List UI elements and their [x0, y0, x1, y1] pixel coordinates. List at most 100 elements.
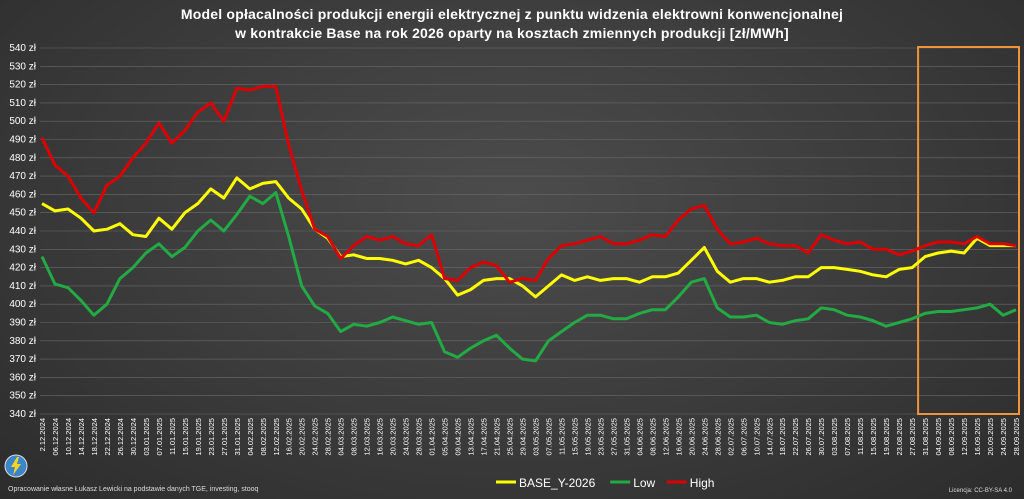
- x-tick-label: 16.09.2025: [973, 418, 982, 456]
- y-tick-label: 360 zł: [9, 372, 36, 383]
- x-tick-label: 27.08.2025: [908, 418, 917, 456]
- x-tick-label: 20.03.2025: [389, 418, 398, 456]
- series-line-high: [40, 84, 1017, 284]
- x-tick-label: 26.12.2024: [116, 418, 125, 456]
- x-tick-label: 20.09.2025: [986, 418, 995, 456]
- license-note: Licencja: CC-BY-SA 4.0: [948, 488, 1012, 494]
- x-tick-label: 08.02.2025: [259, 418, 268, 456]
- x-tick-label: 07.08.2025: [843, 418, 852, 456]
- y-tick-label: 520 zł: [9, 80, 36, 91]
- x-tick-label: 04.02.2025: [246, 418, 255, 456]
- x-tick-label: 04.03.2025: [337, 418, 346, 456]
- x-tick-label: 24.02.2025: [311, 418, 320, 456]
- y-tick-label: 400 zł: [9, 299, 36, 310]
- legend-label: Low: [633, 476, 655, 490]
- x-tick-label: 23.05.2025: [596, 418, 605, 456]
- x-tick-label: 10.12.2024: [64, 418, 73, 456]
- x-tick-label: 23.08.2025: [895, 418, 904, 456]
- x-tick-label: 31.08.2025: [921, 418, 930, 456]
- x-tick-label: 04.09.2025: [934, 418, 943, 456]
- x-tick-label: 03.01.2025: [142, 418, 151, 456]
- x-tick-label: 12.09.2025: [960, 418, 969, 456]
- x-tick-label: 11.01.2025: [168, 418, 177, 455]
- x-tick-label: 05.04.2025: [441, 418, 450, 456]
- x-tick-label: 01.04.2025: [428, 418, 437, 456]
- x-tick-label: 15.01.2025: [181, 418, 190, 456]
- x-tick-label: 22.12.2024: [103, 418, 112, 456]
- x-tick-label: 19.05.2025: [583, 418, 592, 456]
- x-tick-label: 18.07.2025: [778, 418, 787, 456]
- x-tick-label: 16.06.2025: [674, 418, 683, 456]
- y-tick-label: 410 zł: [9, 281, 36, 292]
- x-tick-label: 06.07.2025: [739, 418, 748, 456]
- series-line-base-y-2026: [41, 176, 1016, 299]
- x-tick-label: 24.06.2025: [700, 418, 709, 456]
- y-tick-label: 500 zł: [9, 116, 36, 127]
- legend-label: BASE_Y-2026: [519, 476, 596, 490]
- x-tick-label: 28.02.2025: [324, 418, 333, 456]
- lightning-logo-icon: [4, 454, 28, 478]
- x-tick-label: 17.04.2025: [480, 418, 489, 456]
- chart-title: Model opłacalności produkcji energii ele…: [180, 6, 844, 22]
- x-tick-label: 14.12.2024: [77, 418, 86, 456]
- series-line-low: [40, 191, 1017, 363]
- x-tick-label: 25.04.2025: [506, 418, 515, 456]
- x-tick-label: 27.01.2025: [220, 418, 229, 456]
- chart-title-block: Model opłacalności produkcji energii ele…: [0, 5, 1024, 43]
- y-tick-label: 370 zł: [9, 354, 36, 365]
- x-tick-label: 07.05.2025: [544, 418, 553, 456]
- x-tick-label: 28.03.2025: [415, 418, 424, 456]
- x-tick-label: 03.08.2025: [830, 418, 839, 456]
- x-tick-label: 10.07.2025: [752, 418, 761, 456]
- x-tick-label: 20.06.2025: [687, 418, 696, 456]
- y-tick-label: 340 zł: [9, 409, 36, 420]
- x-tick-label: 27.05.2025: [609, 418, 618, 456]
- x-tick-label: 14.07.2025: [765, 418, 774, 456]
- y-tick-label: 450 zł: [9, 208, 36, 219]
- y-tick-label: 440 zł: [9, 226, 36, 237]
- y-tick-label: 540 zł: [9, 43, 36, 54]
- x-tick-label: 09.04.2025: [454, 418, 463, 456]
- x-tick-label: 03.05.2025: [531, 418, 540, 456]
- x-tick-label: 20.02.2025: [298, 418, 307, 456]
- y-tick-label: 460 zł: [9, 189, 36, 200]
- x-tick-label: 11.05.2025: [557, 418, 566, 455]
- x-tick-label: 2.12.2024: [38, 418, 47, 451]
- x-tick-label: 16.02.2025: [285, 418, 294, 456]
- x-tick-label: 11.08.2025: [856, 418, 865, 455]
- x-tick-label: 26.07.2025: [804, 418, 813, 456]
- legend-label: High: [690, 476, 715, 490]
- x-tick-label: 06.12.2024: [51, 418, 60, 456]
- x-tick-label: 29.04.2025: [519, 418, 528, 456]
- x-tick-label: 31.01.2025: [233, 418, 242, 456]
- x-tick-label: 12.06.2025: [661, 418, 670, 456]
- x-tick-label: 08.09.2025: [947, 418, 956, 456]
- x-tick-label: 12.03.2025: [363, 418, 372, 456]
- x-tick-label: 23.01.2025: [207, 418, 216, 456]
- x-tick-label: 30.07.2025: [817, 418, 826, 456]
- y-tick-label: 350 zł: [9, 391, 36, 402]
- highlight-box: [917, 46, 1020, 415]
- x-tick-label: 18.12.2024: [90, 418, 99, 456]
- source-note: Opracowanie własne Łukasz Lewicki na pod…: [8, 486, 259, 493]
- x-tick-label: 02.07.2025: [726, 418, 735, 456]
- x-tick-label: 24.03.2025: [402, 418, 411, 456]
- x-tick-label: 08.03.2025: [350, 418, 359, 456]
- y-tick-label: 470 zł: [9, 171, 36, 182]
- x-tick-label: 21.04.2025: [493, 418, 502, 456]
- x-tick-label: 28.06.2025: [713, 418, 722, 456]
- y-tick-label: 420 zł: [9, 263, 36, 274]
- x-tick-label: 19.01.2025: [194, 418, 203, 456]
- x-tick-label: 08.06.2025: [648, 418, 657, 456]
- x-tick-label: 07.01.2025: [155, 418, 164, 456]
- y-tick-label: 480 zł: [9, 153, 36, 164]
- x-tick-label: 13.04.2025: [467, 418, 476, 456]
- x-tick-label: 22.07.2025: [791, 418, 800, 456]
- x-tick-label: 15.05.2025: [570, 418, 579, 456]
- x-tick-label: 19.08.2025: [882, 418, 891, 456]
- y-tick-label: 430 zł: [9, 244, 36, 255]
- x-tick-label: 15.08.2025: [869, 418, 878, 456]
- x-tick-label: 28.09.2025: [1012, 418, 1021, 456]
- x-tick-label: 30.12.2024: [129, 418, 138, 456]
